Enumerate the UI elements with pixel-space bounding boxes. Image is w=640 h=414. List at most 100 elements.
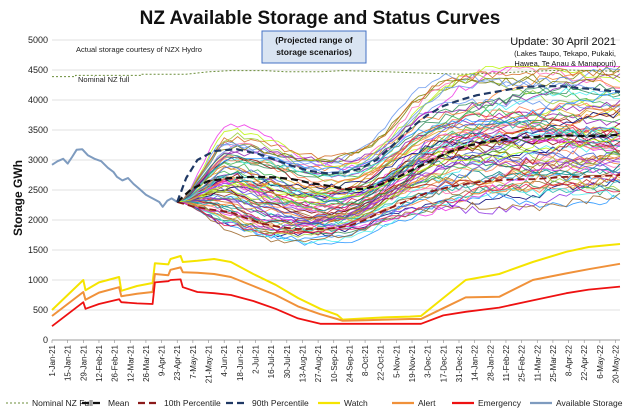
scenario-line bbox=[177, 84, 621, 203]
legend-label-watch: Watch bbox=[344, 398, 368, 408]
scenario-line bbox=[177, 110, 621, 203]
scenario-line bbox=[177, 164, 621, 230]
x-tick-label: 12-Feb-21 bbox=[95, 344, 104, 381]
y-tick-label: 500 bbox=[33, 305, 48, 315]
x-tick-label: 7-May-21 bbox=[189, 344, 198, 378]
projection-box-line1: (Projected range of bbox=[275, 35, 353, 45]
x-tick-label: 2-Jul-21 bbox=[251, 344, 260, 373]
scenario-line bbox=[177, 65, 621, 203]
legend-item-available: Available Storage bbox=[530, 398, 623, 408]
x-tick-label: 20-May-22 bbox=[612, 344, 621, 383]
x-tick-label: 13-Aug-21 bbox=[298, 344, 307, 382]
legend-item-emergency: Emergency bbox=[452, 398, 522, 408]
x-tick-label: 26-Mar-21 bbox=[142, 344, 151, 381]
scenario-line bbox=[177, 108, 621, 203]
scenario-line bbox=[177, 174, 621, 234]
scenario-line bbox=[177, 157, 621, 226]
scenario-line bbox=[177, 83, 621, 203]
y-tick-label: 1500 bbox=[28, 245, 48, 255]
available-line bbox=[51, 148, 178, 208]
scenario-line bbox=[177, 172, 621, 241]
emergency-line bbox=[51, 278, 621, 327]
x-tick-label: 21-May-21 bbox=[205, 344, 214, 383]
scenario-line bbox=[177, 78, 621, 203]
x-tick-label: 25-Mar-22 bbox=[549, 344, 558, 381]
legend-item-p10: 10th Percentile bbox=[138, 398, 221, 408]
source-note: Actual storage courtesy of NZX Hydro bbox=[76, 45, 202, 54]
y-tick-label: 1000 bbox=[28, 275, 48, 285]
lakes-note-line1: (Lakes Taupo, Tekapo, Pukaki, bbox=[514, 49, 616, 58]
y-tick-label: 2500 bbox=[28, 185, 48, 195]
x-tick-label: 19-Nov-21 bbox=[408, 344, 417, 382]
x-tick-label: 30-Jul-21 bbox=[283, 344, 292, 378]
scenario-line bbox=[176, 67, 621, 203]
x-tick-label: 18-Jun-21 bbox=[236, 344, 245, 381]
x-tick-label: 23-Apr-21 bbox=[173, 344, 182, 380]
nominal-line bbox=[52, 69, 621, 78]
projection-box-line2: storage scenarios) bbox=[276, 47, 352, 57]
x-tick-label: 27-Aug-21 bbox=[314, 344, 323, 382]
series-lines bbox=[51, 69, 621, 327]
legend-label-p10: 10th Percentile bbox=[164, 398, 221, 408]
scenario-line bbox=[176, 65, 621, 203]
x-tick-label: 4-Jun-21 bbox=[220, 344, 229, 376]
scenario-line bbox=[176, 67, 621, 203]
y-tick-label: 3500 bbox=[28, 125, 48, 135]
y-tick-labels: 0 500 1000 1500 2000 2500 3000 3500 4000 4500 5000 bbox=[28, 35, 48, 345]
y-tick-label: 4000 bbox=[28, 95, 48, 105]
x-tick-label: 1-Jan-21 bbox=[48, 344, 57, 376]
legend-label-alert: Alert bbox=[418, 398, 436, 408]
legend-label-emergency: Emergency bbox=[478, 398, 522, 408]
x-tick-label: 6-May-22 bbox=[596, 344, 605, 378]
scenario-line bbox=[177, 138, 621, 210]
legend-label-mean: Mean bbox=[108, 398, 130, 408]
x-tick-label: 31-Dec-21 bbox=[455, 344, 464, 382]
y-tick-label: 2000 bbox=[28, 215, 48, 225]
scenario-line bbox=[177, 192, 621, 244]
update-date: Update: 30 April 2021 bbox=[510, 36, 616, 48]
x-tick-label: 10-Sep-21 bbox=[330, 344, 339, 382]
scenario-lines bbox=[176, 65, 621, 246]
y-tick-label: 4500 bbox=[28, 65, 48, 75]
scenario-line bbox=[177, 157, 621, 224]
y-axis-label: Storage GWh bbox=[11, 160, 25, 236]
projection-box: (Projected range of storage scenarios) bbox=[261, 30, 367, 64]
lakes-note-line2: Hawea, Te Anau & Manapouri) bbox=[514, 59, 616, 68]
scenario-line bbox=[177, 151, 621, 228]
legend: Nominal NZ Full Mean 10th Percentile 90th P… bbox=[6, 398, 623, 408]
x-tick-labels: 1-Jan-21 15-Jan-21 29-Jan-21 12-Feb-21 26-Fe… bbox=[48, 340, 621, 383]
scenario-line bbox=[177, 155, 621, 222]
p10-line bbox=[176, 174, 621, 230]
scenario-line bbox=[177, 108, 621, 203]
legend-label-nominal: Nominal NZ Full bbox=[32, 398, 93, 408]
y-tick-label: 5000 bbox=[28, 35, 48, 45]
legend-item-alert: Alert bbox=[392, 398, 436, 408]
mean-line bbox=[176, 133, 621, 203]
x-tick-label: 15-Jan-21 bbox=[64, 344, 73, 381]
p90-line bbox=[176, 85, 621, 203]
scenario-line bbox=[177, 171, 621, 231]
x-tick-label: 11-Mar-22 bbox=[533, 344, 542, 381]
scenario-line bbox=[177, 133, 621, 203]
x-tick-label: 29-Jan-21 bbox=[79, 344, 88, 381]
legend-item-nominal: Nominal NZ Full bbox=[6, 398, 93, 408]
x-tick-label: 25-Feb-22 bbox=[518, 344, 527, 381]
x-tick-label: 22-Apr-22 bbox=[580, 344, 589, 380]
scenario-line bbox=[177, 173, 621, 228]
x-tick-label: 16-Jul-21 bbox=[267, 344, 276, 378]
legend-item-watch: Watch bbox=[318, 398, 368, 408]
nominal-full-label: Nominal NZ full bbox=[78, 75, 130, 84]
legend-item-mean: Mean bbox=[82, 398, 130, 408]
x-tick-label: 8-Oct-21 bbox=[361, 344, 370, 376]
x-tick-label: 26-Feb-21 bbox=[111, 344, 120, 381]
y-tick-label: 3000 bbox=[28, 155, 48, 165]
legend-item-p90: 90th Percentile bbox=[226, 398, 309, 408]
x-tick-label: 17-Dec-21 bbox=[439, 344, 448, 382]
chart-title: NZ Available Storage and Status Curves bbox=[140, 8, 501, 29]
scenario-line bbox=[177, 182, 621, 237]
scenario-line bbox=[177, 154, 621, 224]
scenario-line bbox=[177, 126, 621, 203]
x-tick-label: 11-Feb-22 bbox=[502, 344, 511, 381]
